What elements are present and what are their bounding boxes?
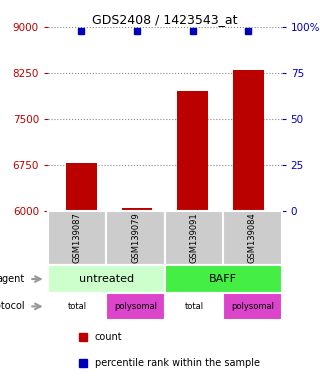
Text: protocol: protocol	[0, 301, 25, 311]
Text: untreated: untreated	[79, 274, 134, 284]
Text: count: count	[95, 332, 122, 342]
Bar	[177, 91, 208, 210]
Bar	[165, 210, 223, 265]
Bar	[106, 210, 165, 265]
Text: GSM139084: GSM139084	[248, 213, 257, 263]
Bar	[165, 293, 223, 320]
Bar	[233, 70, 264, 210]
Text: BAFF: BAFF	[209, 274, 237, 284]
Bar	[48, 293, 106, 320]
Text: total: total	[184, 302, 204, 311]
Bar	[223, 293, 282, 320]
Text: polysomal: polysomal	[114, 302, 157, 311]
Bar	[66, 163, 97, 210]
Bar	[48, 265, 165, 293]
Bar	[165, 265, 282, 293]
Bar	[122, 207, 152, 210]
Text: agent: agent	[0, 274, 25, 284]
Bar	[106, 293, 165, 320]
Bar	[223, 210, 282, 265]
Text: polysomal: polysomal	[231, 302, 274, 311]
Text: GSM139079: GSM139079	[131, 213, 140, 263]
Text: total: total	[68, 302, 87, 311]
Bar	[48, 210, 106, 265]
Text: GSM139087: GSM139087	[73, 212, 82, 263]
Title: GDS2408 / 1423543_at: GDS2408 / 1423543_at	[92, 13, 237, 26]
Text: GSM139091: GSM139091	[189, 213, 198, 263]
Text: percentile rank within the sample: percentile rank within the sample	[95, 358, 260, 368]
